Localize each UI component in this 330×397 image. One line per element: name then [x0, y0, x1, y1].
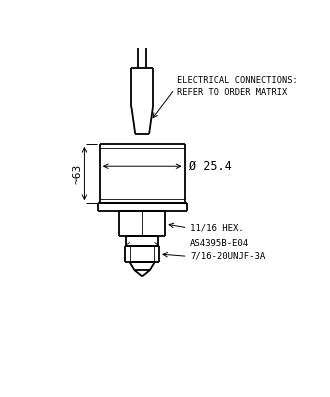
Text: 7/16-20UNJF-3A: 7/16-20UNJF-3A [190, 252, 265, 261]
Text: 11/16 HEX.: 11/16 HEX. [190, 224, 244, 232]
Text: ~63: ~63 [73, 164, 83, 184]
Text: AS4395B-E04: AS4395B-E04 [190, 239, 249, 249]
Text: ELECTRICAL CONNECTIONS:: ELECTRICAL CONNECTIONS: [177, 76, 298, 85]
Text: REFER TO ORDER MATRIX: REFER TO ORDER MATRIX [177, 88, 287, 97]
Text: Ø 25.4: Ø 25.4 [189, 160, 232, 173]
